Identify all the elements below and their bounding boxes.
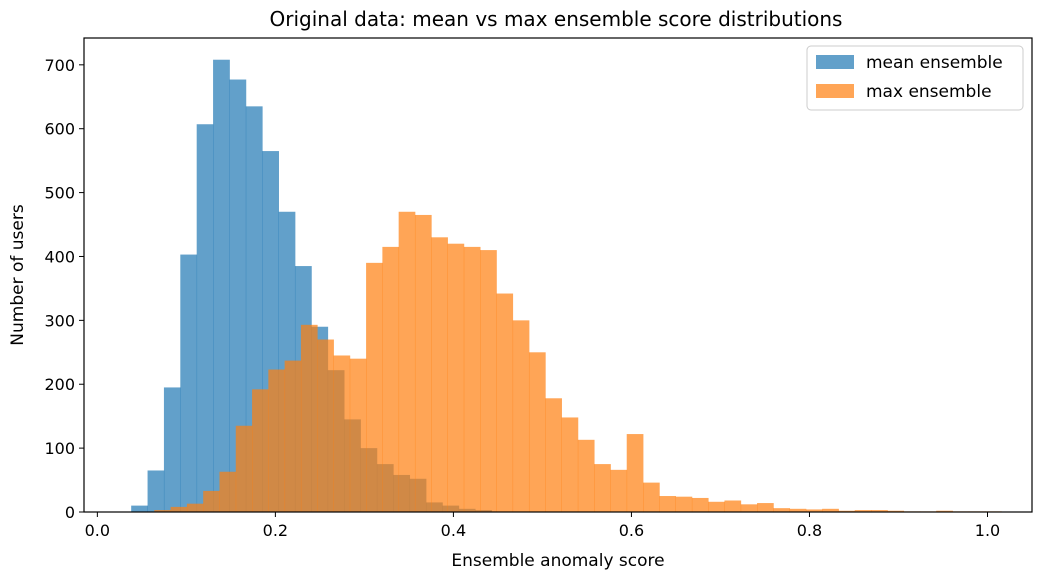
histogram-bar <box>528 352 546 512</box>
histogram-bar <box>131 505 148 512</box>
y-tick-label: 700 <box>44 56 75 75</box>
x-tick-label: 0.8 <box>797 521 822 540</box>
histogram-bar <box>463 246 481 512</box>
histogram-bar <box>887 510 905 512</box>
histogram-bar <box>229 79 247 513</box>
histogram-bar <box>822 508 839 512</box>
histogram-bar <box>154 510 172 512</box>
legend-swatch-max <box>816 84 854 98</box>
histogram-bar <box>333 355 351 512</box>
histogram-bar <box>871 510 888 512</box>
histogram-bar <box>196 124 214 513</box>
histogram-bar <box>789 508 807 512</box>
histogram-bar <box>838 510 856 512</box>
legend: mean ensemble max ensemble <box>806 45 1024 111</box>
histogram-bar <box>675 496 693 512</box>
histogram-bar <box>398 211 416 512</box>
legend-box <box>806 45 1024 111</box>
y-tick-label: 200 <box>44 375 75 394</box>
histogram-bar <box>643 482 660 512</box>
histogram-bar <box>213 59 230 512</box>
histogram-bar <box>382 246 400 512</box>
histogram-bar <box>431 237 448 512</box>
histogram-bar <box>691 497 709 512</box>
x-tick-label: 1.0 <box>975 521 1000 540</box>
histogram-bar <box>545 398 562 512</box>
x-tick-label: 0.0 <box>85 521 110 540</box>
histogram-bar <box>252 389 269 512</box>
x-tick-label: 0.6 <box>619 521 644 540</box>
bars-layer <box>131 59 1002 513</box>
histogram-bar <box>300 324 318 512</box>
histogram-bar <box>610 469 628 512</box>
histogram-bar <box>773 508 791 512</box>
y-tick-label: 600 <box>44 120 75 139</box>
y-tick-label: 100 <box>44 439 75 458</box>
histogram-bar <box>235 425 253 512</box>
histogram-bar <box>740 504 758 512</box>
histogram-bar <box>349 358 367 512</box>
legend-label-max: max ensemble <box>866 82 992 102</box>
histogram-bar <box>708 501 725 512</box>
histogram-bar <box>757 503 774 512</box>
histogram-bar <box>180 254 198 512</box>
histogram-bar <box>163 387 181 512</box>
y-tick-label: 500 <box>44 184 75 203</box>
plot-frame <box>83 37 1033 513</box>
x-axis-label: Ensemble anomaly score <box>451 551 664 571</box>
histogram-bar <box>724 500 742 512</box>
histogram-bar <box>512 320 530 512</box>
histogram-bar <box>936 510 953 512</box>
histogram-bar <box>496 293 514 512</box>
histogram-bar <box>594 464 611 512</box>
histogram-bar <box>561 417 579 512</box>
histogram-bar <box>480 250 497 512</box>
y-axis-ticks: 0 100 200 300 400 500 600 700 <box>44 56 84 522</box>
histogram-bar <box>219 471 237 512</box>
histogram-bar <box>203 490 220 512</box>
histogram-bar <box>447 243 465 512</box>
y-tick-label: 0 <box>65 503 75 522</box>
x-tick-label: 0.4 <box>441 521 466 540</box>
histogram-bar <box>659 496 676 512</box>
chart-title: Original data: mean vs max ensemble scor… <box>270 7 843 31</box>
x-tick-label: 0.2 <box>263 521 288 540</box>
y-tick-label: 400 <box>44 247 75 266</box>
legend-label-mean: mean ensemble <box>866 53 1003 73</box>
histogram-bar <box>577 439 595 512</box>
y-tick-label: 300 <box>44 311 75 330</box>
series-max-bars <box>154 211 1002 512</box>
histogram-bar <box>414 214 432 512</box>
histogram-bar <box>170 506 188 512</box>
histogram-bar <box>805 509 823 512</box>
histogram-bar <box>147 470 165 512</box>
legend-swatch-mean <box>816 55 854 69</box>
histogram-bar <box>366 262 383 512</box>
y-axis-label: Number of users <box>8 204 28 346</box>
histogram-bar <box>268 369 286 512</box>
x-axis-ticks: 0.0 0.2 0.4 0.6 0.8 1.0 <box>85 512 1000 540</box>
histogram-bar <box>284 360 302 512</box>
histogram-bar <box>317 339 334 512</box>
histogram-bar <box>626 434 644 512</box>
histogram-bar <box>186 503 204 512</box>
histogram-bar <box>854 510 872 512</box>
